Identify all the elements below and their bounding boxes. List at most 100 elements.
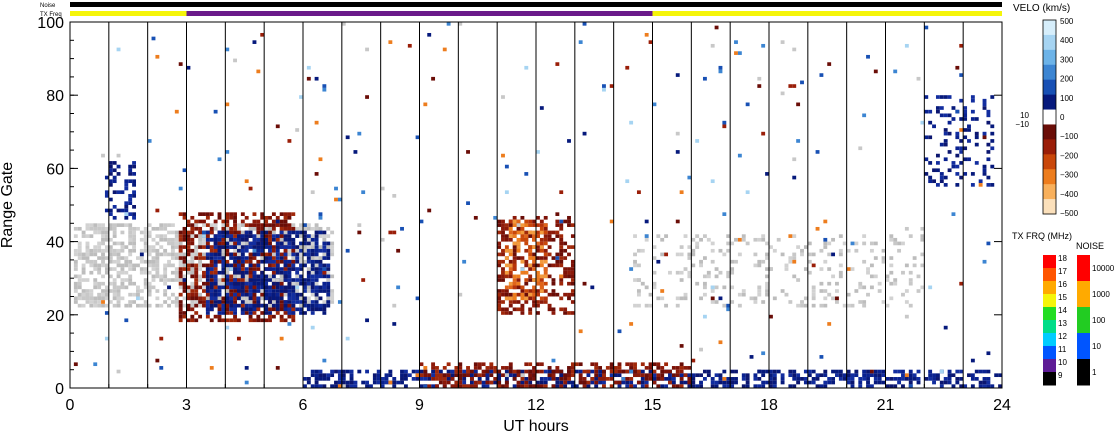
data-cell [660, 384, 665, 388]
data-cell [955, 183, 960, 187]
data-cell [147, 285, 152, 290]
data-cell [186, 230, 191, 235]
data-cell [435, 373, 439, 378]
data-cell [838, 252, 843, 257]
data-cell [792, 47, 797, 52]
data-cell [780, 289, 785, 293]
data-cell [299, 267, 303, 271]
data-cell [679, 380, 684, 385]
data-cell [244, 234, 249, 238]
data-cell [652, 102, 657, 107]
data-cell [345, 135, 350, 140]
data-cell [104, 270, 109, 275]
data-cell [318, 373, 323, 378]
data-cell [167, 259, 171, 264]
data-cell [889, 234, 894, 238]
data-cell [101, 226, 105, 231]
data-cell [730, 377, 735, 381]
data-cell [726, 274, 731, 279]
data-cell [769, 369, 773, 374]
top-status-bars: Noise TX Freq [40, 2, 1002, 18]
data-cell [889, 281, 894, 286]
data-cell [536, 263, 540, 268]
data-cell [862, 377, 867, 381]
data-cell [501, 252, 505, 257]
data-cell [803, 245, 808, 249]
data-cell [504, 311, 509, 315]
data-cell [314, 281, 319, 286]
data-cell [128, 234, 133, 238]
data-cell [702, 274, 707, 279]
data-cell [629, 120, 634, 125]
data-cell [769, 267, 773, 271]
data-cell [559, 377, 564, 381]
data-cell [299, 252, 303, 257]
data-cell [77, 241, 82, 246]
data-cell [132, 179, 137, 184]
data-cell [582, 369, 587, 374]
data-cell [240, 270, 245, 275]
data-cell [213, 234, 218, 238]
data-cell [928, 377, 933, 381]
data-cell [104, 296, 109, 301]
velocity-colorbar-swatch [1043, 109, 1056, 125]
data-cell [209, 307, 214, 312]
data-cell [947, 373, 952, 378]
data-cell [198, 230, 203, 235]
data-cell [504, 377, 509, 381]
data-cell [104, 285, 109, 290]
data-cell [275, 256, 280, 260]
data-cell [970, 358, 975, 363]
data-cell [163, 281, 168, 286]
data-cell [726, 303, 731, 308]
data-cell [396, 380, 401, 385]
data-cell [209, 212, 214, 216]
data-cell [737, 51, 742, 55]
data-cell [617, 366, 622, 370]
data-cell [326, 281, 331, 286]
data-cell [920, 252, 925, 257]
x-tick-label: 21 [877, 397, 895, 414]
data-cell [415, 377, 420, 381]
data-cell [536, 223, 540, 227]
data-cell [939, 106, 944, 110]
data-cell [295, 296, 300, 301]
data-cell [275, 292, 280, 297]
data-cell [81, 278, 86, 282]
data-cell [170, 256, 175, 260]
data-cell [303, 223, 307, 227]
data-cell [124, 303, 129, 308]
data-cell [458, 362, 463, 367]
data-cell [555, 252, 560, 257]
data-cell [726, 248, 731, 253]
data-cell [186, 296, 191, 301]
data-cell [547, 369, 552, 374]
data-cell [765, 380, 769, 385]
data-cell [314, 237, 319, 242]
data-cell [951, 373, 956, 378]
data-cell [233, 256, 237, 260]
data-cell [427, 373, 432, 378]
data-cell [675, 303, 680, 308]
data-cell [702, 76, 707, 81]
data-cell [326, 234, 331, 238]
data-cell [279, 281, 284, 286]
data-cell [772, 369, 777, 374]
data-cell [710, 296, 715, 301]
data-cell [108, 223, 113, 227]
data-cell [384, 373, 389, 378]
data-cell [916, 289, 921, 293]
data-cell [710, 241, 715, 246]
data-cell [151, 248, 156, 253]
data-cell [291, 226, 296, 231]
data-cell [866, 380, 870, 385]
data-cell [213, 292, 218, 297]
data-cell [699, 296, 703, 301]
data-cell [77, 245, 82, 249]
data-cell [959, 139, 964, 143]
data-cell [182, 230, 187, 235]
data-cell [271, 274, 276, 279]
data-cell [213, 259, 218, 264]
data-cell [547, 303, 552, 308]
data-cell [435, 366, 439, 370]
